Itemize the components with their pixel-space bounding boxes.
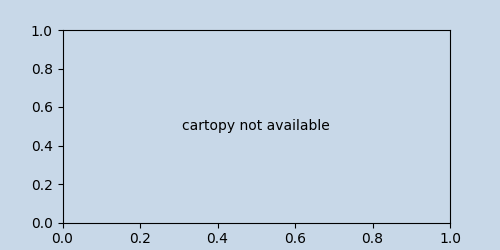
Text: cartopy not available: cartopy not available xyxy=(182,119,330,133)
